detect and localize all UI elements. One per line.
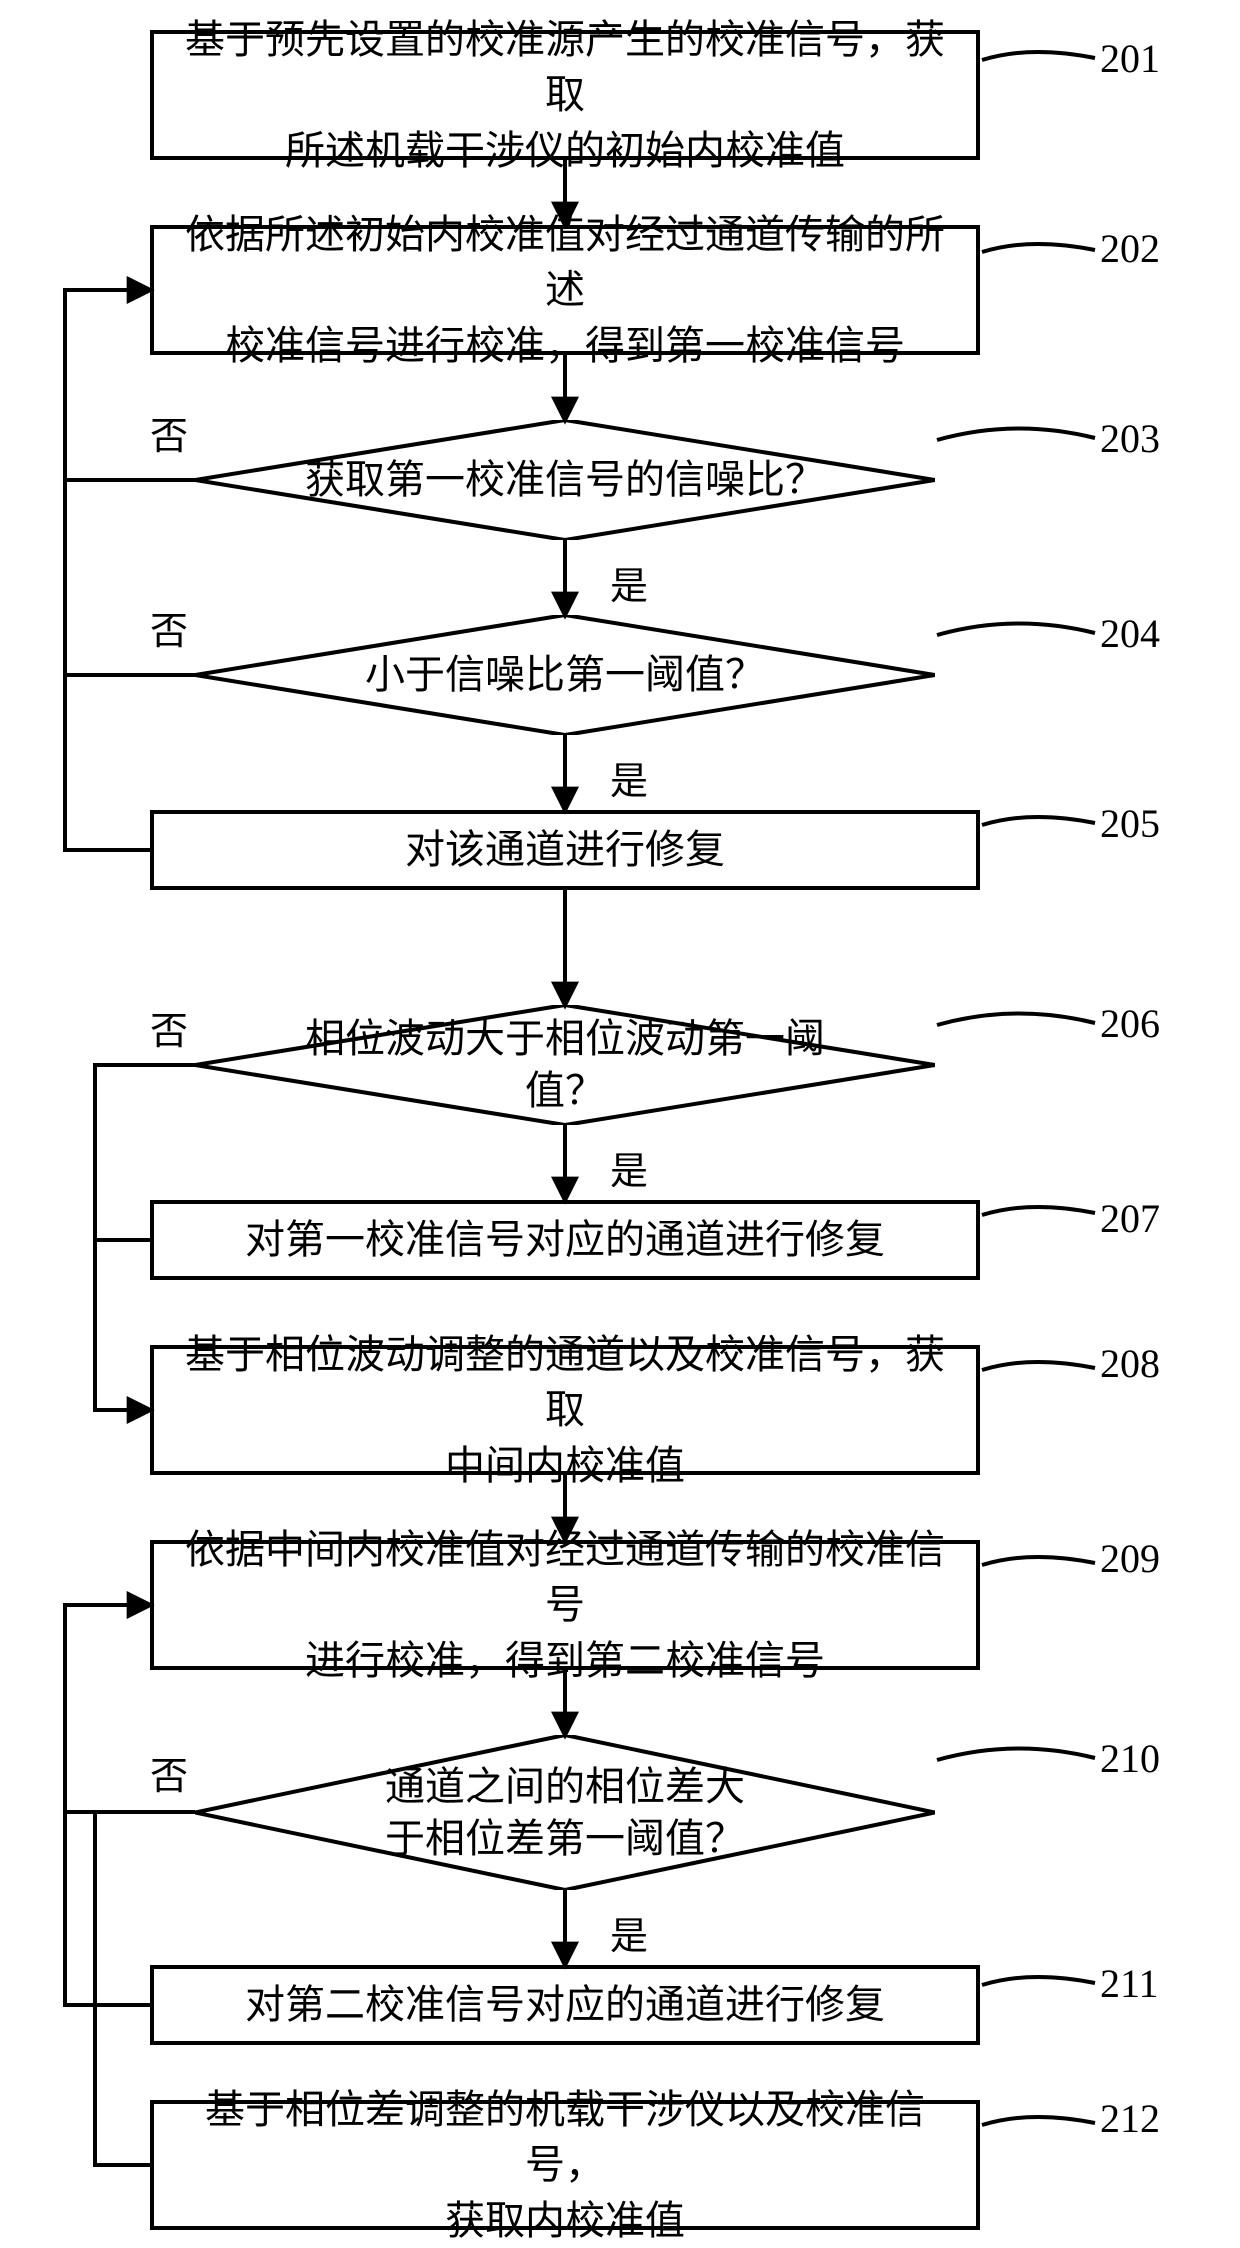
callout-s212 bbox=[982, 2117, 1095, 2125]
callout-s204 bbox=[937, 623, 1095, 635]
step-number-s210: 210 bbox=[1100, 1735, 1160, 1782]
decision-text: 相位波动大于相位波动第一阈值？ bbox=[305, 1013, 825, 1117]
edge-e211-212 bbox=[95, 1812, 150, 2165]
flow-step-n208: 基于相位波动调整的通道以及校准信号，获取中间内校准值 bbox=[150, 1345, 980, 1475]
branch-label-no210: 否 bbox=[150, 1745, 188, 1800]
step-number-s205: 205 bbox=[1100, 800, 1160, 847]
callout-s206 bbox=[937, 1013, 1095, 1025]
step-number-s212: 212 bbox=[1100, 2095, 1160, 2142]
callout-s202 bbox=[982, 244, 1095, 252]
callout-s211 bbox=[982, 1977, 1095, 1985]
decision-text: 通道之间的相位差大于相位差第一阈值？ bbox=[385, 1761, 745, 1865]
step-text: 依据所述初始内校准值对经过通道传输的所述校准信号进行校准，得到第一校准信号 bbox=[172, 207, 958, 373]
flow-decision-n210: 通道之间的相位差大于相位差第一阈值？ bbox=[195, 1735, 935, 1890]
flow-step-n209: 依据中间内校准值对经过通道传输的校准信号进行校准，得到第二校准信号 bbox=[150, 1540, 980, 1670]
decision-text: 获取第一校准信号的信噪比？ bbox=[305, 454, 825, 506]
step-number-s204: 204 bbox=[1100, 610, 1160, 657]
step-text: 对该通道进行修复 bbox=[405, 822, 725, 877]
callout-s207 bbox=[982, 1207, 1095, 1215]
flow-step-n205: 对该通道进行修复 bbox=[150, 810, 980, 890]
edge-e207-208top bbox=[95, 1240, 150, 1410]
step-number-s206: 206 bbox=[1100, 1000, 1160, 1047]
branch-label-no204: 否 bbox=[150, 600, 188, 655]
decision-text: 小于信噪比第一阈值？ bbox=[365, 649, 765, 701]
flow-step-n211: 对第二校准信号对应的通道进行修复 bbox=[150, 1965, 980, 2045]
step-text: 基于相位差调整的机载干涉仪以及校准信号，获取内校准值 bbox=[172, 2082, 958, 2248]
step-number-s201: 201 bbox=[1100, 35, 1160, 82]
callout-s203 bbox=[937, 428, 1095, 440]
callout-s208 bbox=[982, 1362, 1095, 1370]
branch-label-no203: 否 bbox=[150, 405, 188, 460]
flow-decision-n203: 获取第一校准信号的信噪比？ bbox=[195, 420, 935, 540]
callout-s201 bbox=[982, 52, 1095, 60]
flow-step-n202: 依据所述初始内校准值对经过通道传输的所述校准信号进行校准，得到第一校准信号 bbox=[150, 225, 980, 355]
step-number-s202: 202 bbox=[1100, 225, 1160, 272]
step-text: 对第一校准信号对应的通道进行修复 bbox=[245, 1212, 885, 1267]
edge-e205-back bbox=[65, 290, 150, 850]
branch-label-yes206: 是 bbox=[610, 1140, 648, 1195]
branch-label-yes204: 是 bbox=[610, 750, 648, 805]
flow-step-n201: 基于预先设置的校准源产生的校准信号，获取所述机载干涉仪的初始内校准值 bbox=[150, 30, 980, 160]
edge-e211-back bbox=[65, 1605, 150, 2005]
flow-step-n207: 对第一校准信号对应的通道进行修复 bbox=[150, 1200, 980, 1280]
branch-label-yes210: 是 bbox=[610, 1905, 648, 1960]
callout-s209 bbox=[982, 1557, 1095, 1565]
step-text: 基于预先设置的校准源产生的校准信号，获取所述机载干涉仪的初始内校准值 bbox=[172, 12, 958, 178]
step-text: 基于相位波动调整的通道以及校准信号，获取中间内校准值 bbox=[172, 1327, 958, 1493]
step-text: 依据中间内校准值对经过通道传输的校准信号进行校准，得到第二校准信号 bbox=[172, 1522, 958, 1688]
step-text: 对第二校准信号对应的通道进行修复 bbox=[245, 1977, 885, 2032]
flow-decision-n206: 相位波动大于相位波动第一阈值？ bbox=[195, 1005, 935, 1125]
step-number-s211: 211 bbox=[1100, 1960, 1159, 2007]
step-number-s209: 209 bbox=[1100, 1535, 1160, 1582]
callout-s205 bbox=[982, 817, 1095, 825]
flowchart-canvas: 基于预先设置的校准源产生的校准信号，获取所述机载干涉仪的初始内校准值依据所述初始… bbox=[0, 0, 1240, 2232]
step-number-s203: 203 bbox=[1100, 415, 1160, 462]
step-number-s207: 207 bbox=[1100, 1195, 1160, 1242]
branch-label-no206: 否 bbox=[150, 1000, 188, 1055]
branch-label-yes203: 是 bbox=[610, 555, 648, 610]
callout-s210 bbox=[937, 1748, 1095, 1760]
flow-decision-n204: 小于信噪比第一阈值？ bbox=[195, 615, 935, 735]
flow-step-n212: 基于相位差调整的机载干涉仪以及校准信号，获取内校准值 bbox=[150, 2100, 980, 2230]
step-number-s208: 208 bbox=[1100, 1340, 1160, 1387]
